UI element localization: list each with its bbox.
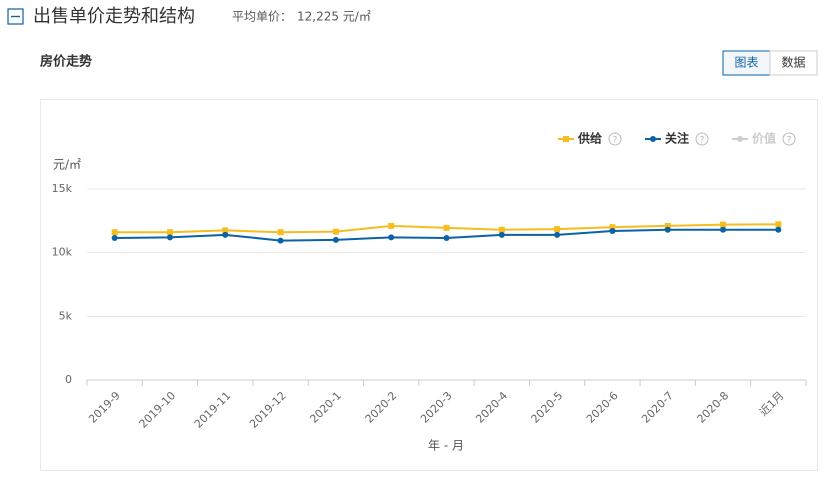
data-button-label: 数据 (781, 55, 805, 70)
point (111, 235, 118, 242)
point (388, 222, 395, 229)
point (554, 226, 561, 233)
x-axis-title: 年 - 月 (428, 439, 464, 453)
help-icon (782, 132, 796, 146)
y-tick-label: 5k (59, 309, 73, 322)
data-button[interactable] (769, 50, 818, 76)
point (498, 231, 505, 238)
point (664, 222, 671, 229)
point (166, 229, 173, 236)
legend-marker (650, 136, 656, 142)
point (609, 228, 616, 235)
point (332, 236, 339, 243)
help-icon-mark: ? (613, 136, 618, 146)
point (277, 229, 284, 236)
point (775, 221, 782, 228)
chart-panel (40, 99, 818, 471)
point (222, 231, 229, 238)
collapse-icon[interactable] (7, 8, 24, 25)
legend-marker (737, 136, 743, 142)
y-tick-label: 10k (52, 246, 73, 259)
point (498, 226, 505, 233)
y-unit: 元/㎡ (53, 158, 81, 172)
y-tick-label: 15k (52, 182, 73, 195)
point (443, 235, 450, 242)
point (388, 234, 395, 241)
section-title: 房价走势 (40, 54, 92, 70)
point (277, 237, 284, 244)
point (332, 228, 339, 235)
help-icon-mark: ? (787, 136, 792, 146)
avg-value: 12,225 元/㎡ (297, 10, 371, 24)
point (720, 221, 727, 228)
point (664, 226, 671, 233)
point (775, 226, 782, 233)
help-icon-mark: ? (700, 136, 705, 146)
point (111, 229, 118, 236)
avg-label: 平均单价： (232, 10, 292, 24)
chart-button-label: 图表 (734, 56, 758, 70)
help-icon (695, 132, 709, 146)
chart-button[interactable] (722, 50, 771, 76)
point (720, 226, 727, 233)
y-tick-label: 0 (65, 373, 72, 386)
point (443, 224, 450, 231)
point (554, 231, 561, 238)
point (609, 224, 616, 231)
help-icon (608, 132, 622, 146)
legend-marker (563, 136, 569, 142)
legend-label[interactable]: 供给 (577, 131, 602, 146)
point (166, 234, 173, 241)
legend-label[interactable]: 关注 (665, 131, 689, 146)
legend-label[interactable]: 价值 (752, 131, 776, 146)
page-title: 出售单价走势和结构 (33, 6, 195, 27)
point (222, 227, 229, 234)
